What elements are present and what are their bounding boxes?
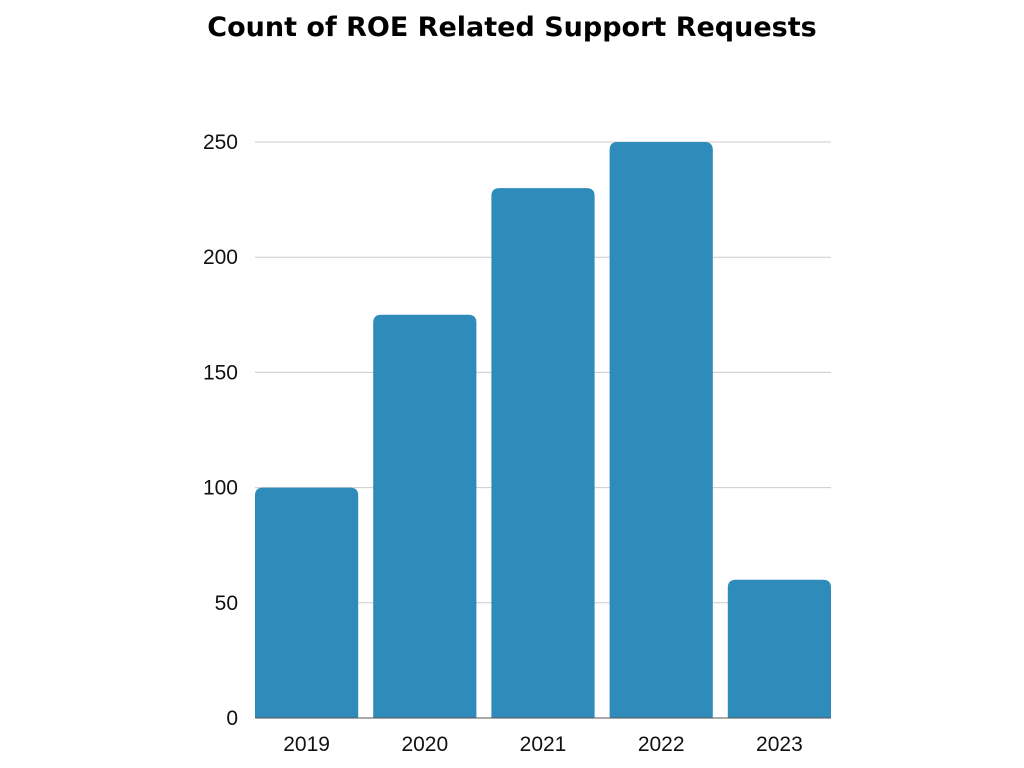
- y-tick-label: 0: [226, 707, 238, 730]
- y-tick-label: 100: [203, 477, 238, 500]
- x-tick-label: 2022: [638, 733, 685, 756]
- y-tick-label: 150: [203, 361, 238, 384]
- bars: [255, 142, 831, 718]
- bar-2022: [609, 142, 713, 718]
- x-tick-label: 2023: [756, 733, 803, 756]
- chart-title: Count of ROE Related Support Requests: [207, 12, 817, 43]
- x-tick-label: 2019: [283, 733, 330, 756]
- y-tick-label: 50: [215, 592, 238, 615]
- y-axis: 0 50 100 150 200 250: [203, 131, 238, 730]
- x-axis: 2019 2020 2021 2022 2023: [255, 717, 831, 756]
- y-tick-label: 250: [203, 131, 238, 154]
- x-tick-label: 2021: [520, 733, 567, 756]
- bar-2023: [727, 579, 831, 718]
- bar-2019: [255, 487, 359, 718]
- bar-2021: [491, 188, 595, 718]
- bar-2020: [373, 314, 477, 718]
- y-tick-label: 200: [203, 246, 238, 269]
- x-tick-label: 2020: [401, 733, 448, 756]
